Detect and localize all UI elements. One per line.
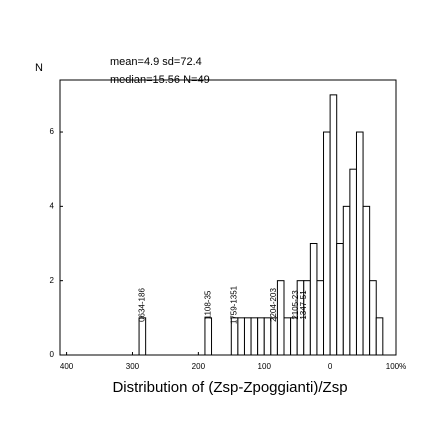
bar <box>369 280 377 356</box>
y-tick-label: 6 <box>50 127 55 136</box>
y-tick-label: 4 <box>50 201 55 210</box>
y-tick-label: 2 <box>50 276 55 285</box>
bar-label: 1759-1351 <box>230 285 239 324</box>
x-tick-label: 400 <box>60 362 74 371</box>
bar <box>250 317 259 356</box>
y-axis-label: N <box>35 62 43 74</box>
stat-text: mean=4.9 sd=72.4 <box>110 56 202 68</box>
bar <box>257 317 265 356</box>
plot-frame <box>59 79 397 356</box>
bar <box>283 317 292 356</box>
bar <box>342 205 351 356</box>
bar <box>243 317 252 356</box>
bar <box>270 317 278 356</box>
bar <box>323 131 331 356</box>
bar <box>336 243 344 356</box>
bar <box>329 94 338 356</box>
bar-label: 1347-51 <box>299 290 308 320</box>
bar-label: 2105-23 <box>291 290 300 320</box>
x-tick-label: 0 <box>328 362 333 371</box>
bar <box>349 168 357 356</box>
bar <box>375 317 384 356</box>
bar <box>204 317 213 356</box>
bar <box>316 280 325 356</box>
bar <box>309 243 318 356</box>
bar <box>290 317 298 356</box>
x-tick-label: 100 <box>258 362 272 371</box>
x-tick-label: 200 <box>192 362 206 371</box>
bar <box>362 205 371 356</box>
bar <box>263 317 272 356</box>
bar <box>237 317 245 356</box>
bar <box>355 131 364 356</box>
x-axis-label: Distribution of (Zsp-Zpoggianti)/Zsp <box>112 379 347 396</box>
bar-label: 2204-203 <box>269 288 278 322</box>
bar <box>276 280 285 356</box>
x-tick-label: 100% <box>386 362 406 371</box>
bar-label: 1108-35 <box>203 290 212 319</box>
bar <box>138 317 147 356</box>
y-tick-label: 0 <box>50 350 55 359</box>
bar-label: 0634-186 <box>137 288 146 322</box>
stat-text: median=15.56 N=49 <box>110 74 210 86</box>
x-tick-label: 300 <box>126 362 140 371</box>
